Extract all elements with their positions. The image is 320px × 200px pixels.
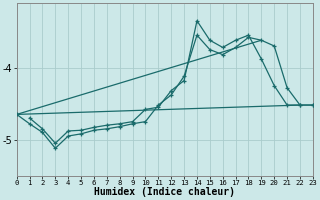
X-axis label: Humidex (Indice chaleur): Humidex (Indice chaleur) [94, 187, 235, 197]
